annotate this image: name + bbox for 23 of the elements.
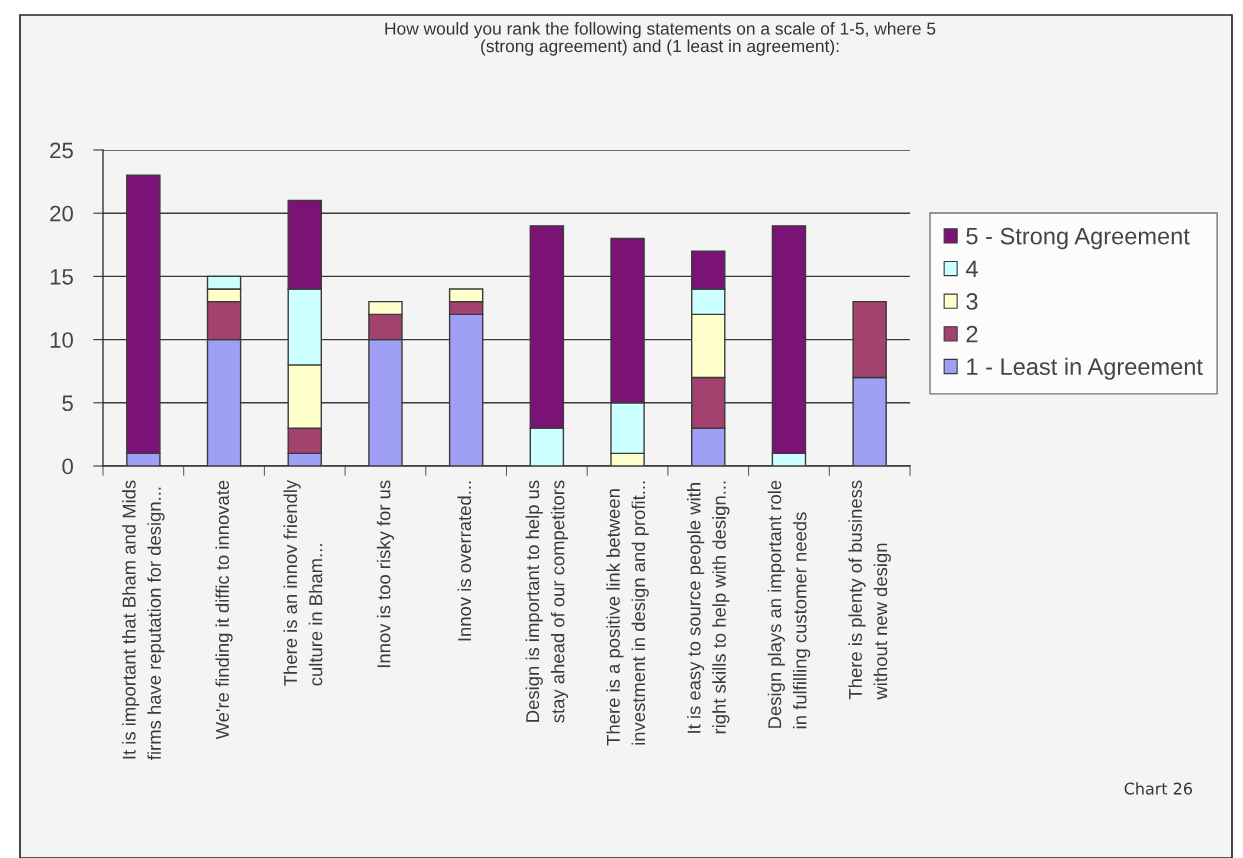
x-tick-label: Design plays an important role in fulfilling customer needs (767, 480, 811, 729)
x-tick-label: It is easy to source people with right skills to help with design... (687, 481, 730, 734)
caption: Chart 26 (1124, 782, 1192, 795)
y-tick-label: 25 (50, 142, 73, 159)
legend-label: 3 (966, 293, 978, 310)
chart-title: How would you rank the following statements on a scale of 1-5, where 5 (strong agreement) and (1 least in agreement): (385, 22, 936, 56)
y-tick-label: 20 (50, 205, 73, 222)
legend-label: 5 - Strong Agreement (966, 227, 1190, 250)
x-tick-label: There is plenty of business without new design (848, 480, 891, 700)
y-tick-label: 10 (50, 332, 73, 348)
x-tick-label: Innov is too risky for us (376, 480, 395, 668)
x-tick-label: Innov is overrated... (457, 481, 472, 641)
x-tick-label: It is important that Bham and Mids firms have reputation for design... (122, 480, 165, 760)
x-tick-label: We're finding it diffic to innovate (215, 480, 233, 740)
legend-label: 2 (966, 325, 978, 343)
y-tick-label: 0 (62, 458, 73, 475)
x-tick-label: There is a positive link between investment in design and profit... (606, 481, 649, 746)
x-tick-label: There is an innov friendly culture in Bham... (283, 479, 323, 686)
y-tick-label: 15 (50, 269, 73, 285)
x-tick-label: Design is important to help us stay ahead of our competitors (525, 480, 569, 723)
legend-label: 1 - Least in Agreement (967, 357, 1203, 380)
legend-label: 4 (965, 260, 978, 277)
y-tick-label: 5 (62, 395, 73, 412)
